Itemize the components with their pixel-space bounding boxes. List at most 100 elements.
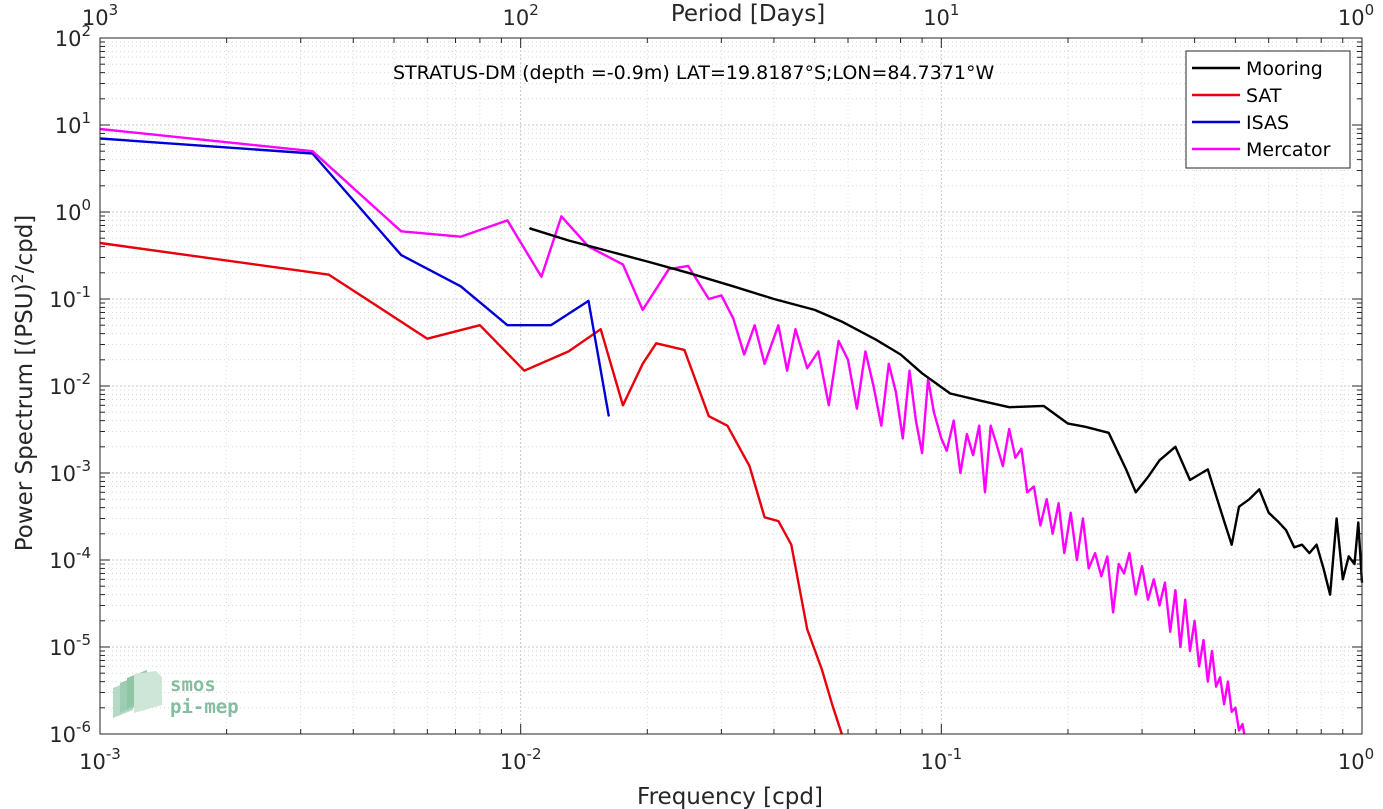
data-point-mooring xyxy=(1329,594,1331,596)
data-point-mercator xyxy=(1169,631,1171,633)
data-point-mercator xyxy=(817,350,819,352)
data-point-mercator xyxy=(895,391,897,393)
x-tick-label: 10-3 xyxy=(79,745,121,774)
smos-logo-icon xyxy=(113,670,162,718)
data-point-mercator xyxy=(642,309,644,311)
data-point-isas xyxy=(460,285,462,287)
data-point-mercator xyxy=(1219,676,1221,678)
data-point-mercator xyxy=(1008,428,1010,430)
data-point-mercator xyxy=(1088,567,1090,570)
data-point-sat xyxy=(479,324,481,326)
data-point-mooring xyxy=(1238,506,1240,508)
data-point-mercator xyxy=(1184,599,1186,601)
data-point-sat xyxy=(600,328,602,330)
data-point-mercator xyxy=(864,350,867,352)
data-point-mercator xyxy=(1046,498,1048,500)
legend-label-sat: SAT xyxy=(1246,85,1282,107)
data-point-mooring xyxy=(1108,432,1110,434)
data-point-sat xyxy=(708,415,710,417)
data-point-mooring xyxy=(1231,544,1233,546)
data-point-mercator xyxy=(460,236,462,238)
data-point-mercator xyxy=(966,433,968,435)
data-point-mooring xyxy=(1293,546,1295,548)
data-point-mercator xyxy=(1207,681,1209,683)
watermark-pi-mep: pi-mep xyxy=(170,696,239,718)
x-tick-label: 10-1 xyxy=(920,745,962,774)
data-point-mooring xyxy=(1067,423,1069,425)
data-point-mercator xyxy=(1076,559,1078,561)
data-point-mercator xyxy=(786,370,788,372)
data-point-mooring xyxy=(773,298,775,300)
data-point-mercator xyxy=(777,324,780,326)
top-period-tick-label: 102 xyxy=(503,1,539,30)
data-point-mercator xyxy=(995,442,997,444)
data-point-mooring xyxy=(1268,512,1270,514)
y-tick-label: 10-1 xyxy=(49,283,91,312)
data-point-mooring xyxy=(1189,479,1191,481)
data-point-sat xyxy=(777,520,780,522)
data-point-mooring xyxy=(900,353,902,356)
data-point-mercator xyxy=(1118,563,1120,565)
data-point-mercator xyxy=(872,385,875,387)
data-point-mercator xyxy=(764,363,766,365)
data-point-mercator xyxy=(720,294,723,296)
data-point-mooring xyxy=(1008,406,1010,408)
data-point-mooring xyxy=(841,321,843,323)
data-point-mercator xyxy=(1194,620,1196,622)
data-point-mercator xyxy=(743,353,745,356)
top-period-tick-label: 101 xyxy=(923,1,959,30)
data-point-mercator xyxy=(838,340,840,342)
data-point-mooring xyxy=(1158,459,1161,461)
data-point-mercator xyxy=(902,437,904,439)
y-tick-label: 100 xyxy=(55,196,91,225)
series-line-isas xyxy=(99,137,610,417)
data-point-mercator xyxy=(1153,578,1155,580)
data-point-mercator xyxy=(953,420,955,422)
data-point-mercator xyxy=(1020,448,1023,450)
data-point-mooring xyxy=(1342,578,1344,580)
data-point-sat xyxy=(683,349,686,351)
data-point-mercator xyxy=(1158,604,1161,607)
data-point-mercator xyxy=(1026,491,1028,493)
data-point-mercator xyxy=(1058,502,1060,504)
data-point-mercator xyxy=(1039,524,1041,527)
data-point-sat xyxy=(642,363,644,365)
data-point-mercator xyxy=(1014,457,1017,459)
data-point-mercator xyxy=(1141,565,1143,567)
data-point-mercator xyxy=(828,404,830,406)
data-point-mooring xyxy=(1277,520,1279,522)
data-point-mooring xyxy=(605,250,608,252)
y-tick-label: 10-3 xyxy=(49,457,91,486)
data-point-sat xyxy=(748,465,751,467)
data-point-mercator xyxy=(978,425,980,427)
data-point-mercator xyxy=(668,268,670,270)
data-point-sat xyxy=(622,404,624,406)
data-point-mercator xyxy=(1238,729,1240,732)
data-point-mercator xyxy=(1052,533,1054,535)
data-point-mercator xyxy=(1202,639,1205,641)
data-point-mercator xyxy=(933,411,935,413)
data-point-mercator xyxy=(847,359,849,361)
series-line-mooring xyxy=(529,227,1364,596)
data-point-mercator xyxy=(908,370,911,372)
data-point-mercator xyxy=(806,367,808,369)
watermark-smos: smos xyxy=(170,674,216,696)
data-point-sat xyxy=(831,703,833,705)
y-tick-label: 10-5 xyxy=(49,631,91,660)
data-point-mooring xyxy=(981,400,983,402)
data-point-mercator xyxy=(1112,611,1114,614)
data-point-mercator xyxy=(1198,665,1200,667)
y-tick-label: 10-6 xyxy=(49,718,91,747)
data-point-isas xyxy=(587,300,590,302)
legend-label-isas: ISAS xyxy=(1246,112,1289,134)
data-point-mercator xyxy=(1094,552,1096,554)
data-point-mooring xyxy=(1135,491,1137,493)
data-point-mercator xyxy=(1135,594,1137,596)
data-point-mercator xyxy=(1189,650,1191,652)
data-point-mercator xyxy=(1082,517,1084,520)
data-point-mooring xyxy=(687,272,689,274)
data-point-mercator xyxy=(622,263,624,265)
data-point-mooring xyxy=(646,260,648,263)
data-point-mooring xyxy=(1207,468,1209,470)
